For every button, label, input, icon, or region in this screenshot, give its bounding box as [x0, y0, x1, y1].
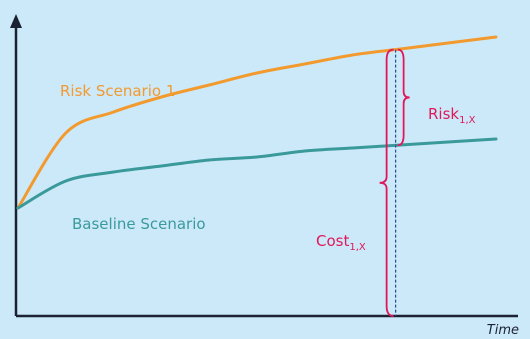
series-line-risk-scenario-1: [16, 35, 498, 210]
cost-brace: [379, 48, 394, 317]
series-layer: [16, 35, 498, 210]
x-axis-label: Time: [487, 323, 519, 338]
series-label-baseline-scenario: Baseline Scenario: [72, 215, 206, 233]
series-label-risk-scenario-1: Risk Scenario 1: [60, 82, 175, 100]
annotation-layer: [379, 48, 410, 317]
risk-annotation-label: Risk1,X: [428, 105, 476, 126]
risk-brace: [397, 48, 410, 147]
series-line-baseline-scenario: [16, 137, 498, 210]
risk-annotation-subscript: 1,X: [459, 115, 476, 126]
axes: [10, 14, 518, 318]
cost-annotation-label: Cost1,X: [316, 232, 366, 253]
cost-annotation-subscript: 1,X: [349, 242, 366, 253]
risk-annotation-base: Risk: [428, 105, 459, 123]
y-axis-arrowhead: [10, 14, 22, 28]
cost-annotation-base: Cost: [316, 232, 349, 250]
